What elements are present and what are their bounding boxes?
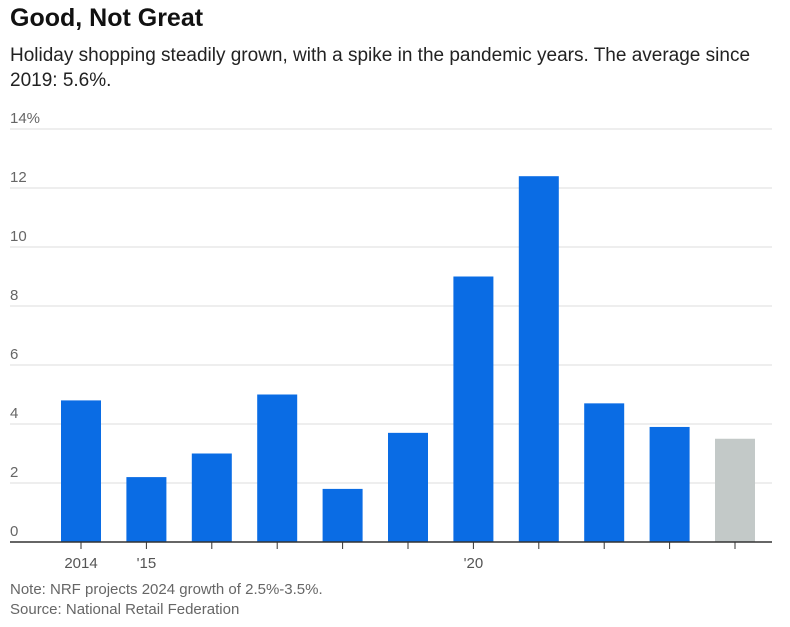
chart-source: Source: National Retail Federation xyxy=(10,601,240,618)
y-axis-labels: 0 2 4 6 8 10 12 14% xyxy=(10,110,40,540)
bar xyxy=(191,453,232,542)
bar-chart: 0 2 4 6 8 10 12 14% 2014 '15 '20 xyxy=(10,110,772,572)
bars xyxy=(61,176,755,542)
bar-projected xyxy=(715,438,755,542)
y-tick-label: 6 xyxy=(10,346,18,363)
bar xyxy=(649,426,690,542)
chart-note: Note: NRF projects 2024 growth of 2.5%-3… xyxy=(10,581,323,598)
y-tick-label: 10 xyxy=(10,228,27,245)
gridlines xyxy=(10,128,772,484)
bar xyxy=(584,403,625,542)
x-tick-label: 2014 xyxy=(64,555,97,572)
bar xyxy=(453,276,494,542)
y-tick-label: 14% xyxy=(10,110,40,127)
bar xyxy=(388,432,428,542)
bar xyxy=(61,400,101,542)
bar xyxy=(322,488,363,542)
x-axis: 2014 '15 '20 xyxy=(10,541,772,572)
y-tick-label: 0 xyxy=(10,523,18,540)
y-tick-label: 12 xyxy=(10,169,27,186)
chart-subtitle: Holiday shopping steadily grown, with a … xyxy=(10,45,751,91)
x-tick-label: '20 xyxy=(464,555,484,572)
bar xyxy=(126,477,167,542)
bar xyxy=(518,176,559,542)
chart-title: Good, Not Great xyxy=(10,4,204,32)
y-tick-label: 4 xyxy=(10,405,18,422)
x-tick-label: '15 xyxy=(137,555,157,572)
y-tick-label: 2 xyxy=(10,464,18,481)
y-tick-label: 8 xyxy=(10,287,18,304)
bar xyxy=(257,394,298,542)
